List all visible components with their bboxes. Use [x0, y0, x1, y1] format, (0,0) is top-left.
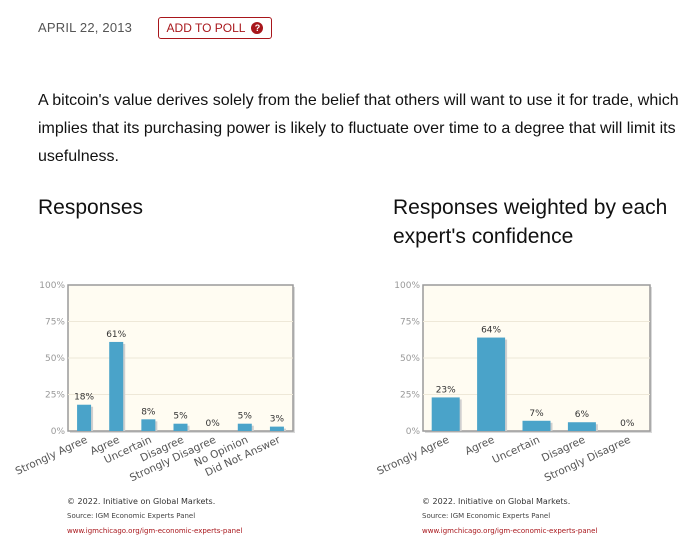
bar	[522, 420, 551, 431]
data-label: 8%	[141, 407, 156, 417]
y-tick-label: 75%	[400, 318, 420, 328]
add-to-poll-label: ADD TO POLL	[166, 21, 246, 35]
data-label: 18%	[74, 393, 94, 403]
data-label: 3%	[270, 415, 285, 425]
y-tick-label: 25%	[400, 391, 420, 401]
publication-date: APRIL 22, 2013	[38, 20, 133, 35]
add-to-poll-button[interactable]: ADD TO POLL ?	[158, 17, 272, 39]
chart-copyright: © 2022. Initiative on Global Markets.	[422, 497, 571, 506]
bar	[477, 337, 506, 431]
data-label: 5%	[173, 412, 188, 422]
data-label: 61%	[106, 330, 126, 340]
bar	[173, 423, 188, 431]
y-tick-label: 25%	[45, 391, 65, 401]
bar	[237, 423, 252, 431]
chart-source: Source: IGM Economic Experts Panel	[67, 512, 196, 520]
y-tick-label: 75%	[45, 318, 65, 328]
y-tick-label: 50%	[400, 354, 420, 364]
question-icon[interactable]: ?	[251, 22, 264, 34]
y-tick-label: 100%	[39, 281, 65, 291]
chart-copyright: © 2022. Initiative on Global Markets.	[67, 497, 216, 506]
bar	[109, 341, 124, 431]
chart-title-weighted: Responses weighted by each expert's conf…	[393, 196, 668, 248]
chart-source-link[interactable]: www.igmchicago.org/igm-economic-experts-…	[422, 527, 598, 535]
y-tick-label: 0%	[406, 427, 421, 437]
data-label: 7%	[529, 409, 544, 419]
data-label: 0%	[206, 419, 221, 429]
data-label: 23%	[436, 385, 456, 395]
bar	[431, 397, 460, 431]
bar	[269, 426, 284, 431]
data-label: 5%	[238, 412, 253, 422]
bar	[567, 422, 596, 431]
chart-source-link[interactable]: www.igmchicago.org/igm-economic-experts-…	[67, 527, 243, 535]
chart-source: Source: IGM Economic Experts Panel	[422, 512, 551, 520]
y-tick-label: 0%	[51, 427, 66, 437]
chart-title-responses: Responses	[38, 196, 144, 219]
y-tick-label: 50%	[45, 354, 65, 364]
x-tick-label: Strongly Agree	[375, 434, 451, 478]
bar	[141, 419, 156, 431]
data-label: 64%	[481, 326, 501, 336]
y-tick-label: 100%	[394, 281, 420, 291]
data-label: 0%	[620, 419, 635, 429]
data-label: 6%	[575, 410, 590, 420]
x-tick-label: Uncertain	[490, 434, 541, 466]
poll-statement: A bitcoin's value derives solely from th…	[38, 92, 679, 165]
bar	[77, 404, 92, 431]
